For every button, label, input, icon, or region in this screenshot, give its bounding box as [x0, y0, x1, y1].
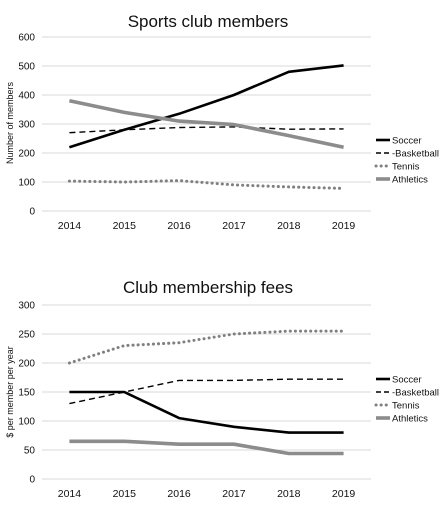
y-tick-label: 0 — [29, 207, 35, 218]
x-tick-label: 2015 — [113, 488, 137, 500]
y-tick-label: 150 — [18, 388, 35, 399]
legend: Soccer -Basketball Tennis Athletics — [374, 136, 439, 186]
legend-label-tennis: Tennis — [392, 162, 420, 173]
chart-club-membership-fees: Club membership fees $ per member per ye… — [5, 278, 439, 500]
y-tick-label: 100 — [18, 417, 35, 428]
series-line-athletics — [69, 439, 344, 456]
y-tick-label: 250 — [18, 330, 35, 341]
y-tick-label: 300 — [18, 120, 35, 131]
y-tick-label: 100 — [18, 178, 35, 189]
y-tick-labels: 0 50 100 150 200 250 300 — [18, 301, 35, 486]
legend-label-athletics: Athletics — [392, 175, 428, 186]
x-tick-label: 2019 — [332, 220, 356, 232]
x-tick-label: 2017 — [222, 220, 246, 232]
chart-title: Club membership fees — [123, 278, 293, 297]
x-tick-label: 2018 — [277, 220, 301, 232]
x-tick-label: 2016 — [167, 488, 191, 500]
x-tick-label: 2017 — [222, 488, 246, 500]
series-line-athletics — [69, 99, 344, 149]
chart-title: Sports club members — [128, 12, 289, 31]
series-line-soccer — [69, 390, 344, 434]
x-tick-label: 2019 — [332, 488, 356, 500]
gridlines — [42, 304, 371, 480]
series-lines — [67, 329, 346, 456]
x-tick-label: 2014 — [58, 220, 82, 232]
series-lines — [67, 64, 346, 190]
legend-label-tennis: Tennis — [392, 401, 420, 412]
y-tick-labels: 0 100 200 300 400 500 600 — [18, 33, 35, 218]
chart-sports-club-members: Sports club members Number of members 0 1… — [5, 12, 439, 232]
legend-label-basketball: -Basketball — [392, 388, 439, 399]
x-tick-label: 2018 — [277, 488, 301, 500]
series-line-soccer — [69, 64, 344, 149]
y-tick-label: 300 — [18, 301, 35, 312]
y-tick-label: 400 — [18, 91, 35, 102]
x-tick-label: 2014 — [58, 488, 82, 500]
y-axis-label: Number of members — [5, 81, 15, 164]
y-axis-label: $ per member per year — [5, 346, 15, 438]
legend-label-soccer: Soccer — [392, 375, 422, 386]
series-line-tennis — [67, 179, 346, 190]
y-tick-label: 600 — [18, 33, 35, 44]
legend-label-athletics: Athletics — [392, 414, 428, 425]
series-line-tennis — [67, 329, 346, 365]
gridlines — [42, 36, 371, 212]
legend: Soccer -Basketball Tennis Athletics — [374, 375, 439, 425]
x-tick-label: 2015 — [113, 220, 137, 232]
y-tick-label: 0 — [29, 475, 35, 486]
y-tick-label: 200 — [18, 359, 35, 370]
y-tick-label: 50 — [24, 446, 36, 457]
x-tick-labels: 2014 2015 2016 2017 2018 2019 — [58, 488, 356, 500]
x-tick-label: 2016 — [167, 220, 191, 232]
y-tick-label: 200 — [18, 149, 35, 160]
y-tick-label: 500 — [18, 62, 35, 73]
series-line-basketball — [69, 126, 344, 134]
legend-label-soccer: Soccer — [392, 136, 422, 147]
legend-label-basketball: -Basketball — [392, 149, 439, 160]
series-line-basketball — [69, 378, 344, 405]
x-tick-labels: 2014 2015 2016 2017 2018 2019 — [58, 220, 356, 232]
